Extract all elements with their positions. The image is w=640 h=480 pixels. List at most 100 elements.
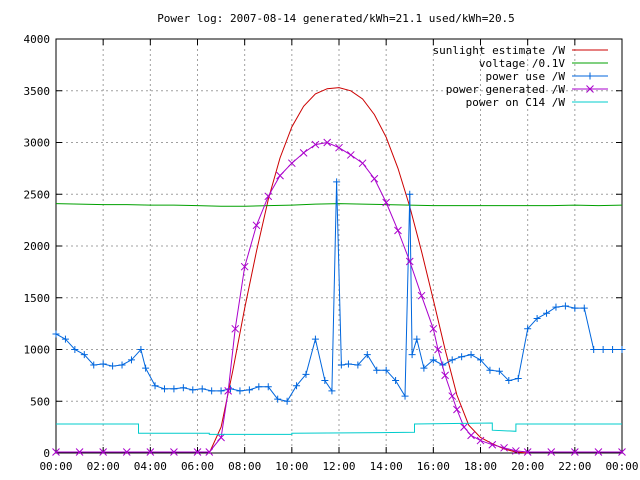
data-point-plus [337,361,345,369]
data-point-plus [571,304,579,312]
data-point-x [170,448,178,456]
data-point-plus [236,387,244,395]
data-point-plus [179,384,187,392]
data-point-plus [160,385,168,393]
data-point-plus [245,386,253,394]
data-point-x [417,291,426,300]
data-point-plus [52,330,60,338]
data-point-plus [458,353,466,361]
data-point-x [370,174,379,183]
data-point-plus [189,386,197,394]
legend-label: power use /W [486,70,566,83]
data-point-plus [609,346,617,353]
x-tick-label: 14:00 [370,460,403,473]
data-point-plus [142,364,150,372]
data-point-plus [382,366,390,374]
legend-label: power on C14 /W [466,96,566,109]
data-point-plus [80,351,88,359]
data-point-plus [392,377,400,385]
data-point-plus [109,362,117,370]
y-tick-label: 3500 [24,85,51,98]
y-tick-label: 3000 [24,137,51,150]
data-point-plus [90,361,98,369]
data-point-x [448,392,457,400]
series-line [55,203,623,207]
series-power-use-w [52,178,626,405]
data-point-plus [208,387,216,395]
data-point-x [476,436,485,445]
grid-lines [56,39,622,453]
data-point-x [287,159,296,168]
data-point-x [500,443,508,452]
data-point-x [570,448,579,456]
y-tick-label: 0 [43,447,50,460]
data-point-x [205,448,214,456]
data-point-plus [495,367,503,375]
data-point-x [146,448,155,456]
data-point-plus [127,356,135,364]
data-point-plus [599,346,607,353]
data-point-plus [293,382,301,390]
data-point-plus [118,361,126,369]
data-point-x [299,148,308,157]
x-tick-label: 08:00 [228,460,261,473]
data-point-plus [137,346,145,353]
data-point-plus [71,346,79,353]
data-point-x [618,448,626,456]
data-point-plus [170,385,178,393]
series-layer [52,87,626,456]
data-point-x [434,345,442,354]
data-point-plus [99,360,107,368]
data-point-plus [354,361,362,369]
data-point-plus [328,387,336,395]
data-point-x [547,448,556,456]
data-point-x [276,171,284,180]
y-tick-label: 1500 [24,292,51,305]
series-line [56,422,622,435]
chart-title: Power log: 2007-08-14 generated/kWh=21.1… [157,12,515,25]
data-point-plus [429,356,437,364]
data-point-plus [255,383,263,391]
data-point-plus [217,387,225,395]
x-tick-label: 00:00 [39,460,72,473]
series-voltage-0-1v [55,203,623,207]
x-tick-label: 04:00 [134,460,167,473]
data-point-plus [302,370,310,378]
data-point-plus [533,314,541,322]
data-point-x [231,324,240,333]
series-line [208,87,528,454]
x-tick-label: 10:00 [275,460,308,473]
x-tick-label: 16:00 [417,460,450,473]
data-point-x [460,423,468,431]
legend-label: sunlight estimate /W [433,44,566,57]
data-point-x [394,226,402,235]
data-point-x [441,371,449,380]
data-point-plus [552,303,560,311]
y-tick-label: 4000 [24,33,51,46]
data-point-plus [283,397,291,405]
series-power-generated-w [52,138,626,456]
data-point-x [52,448,60,456]
data-point-plus [586,72,594,80]
data-point-plus [61,335,69,343]
data-point-plus [580,304,588,312]
data-point-plus [486,366,494,374]
data-point-plus [274,395,282,403]
data-point-plus [420,364,428,372]
data-point-x [346,151,355,159]
x-tick-label: 20:00 [511,460,544,473]
data-point-x [429,324,438,333]
data-point-plus [363,351,371,359]
data-point-plus [467,351,475,359]
data-point-plus [151,382,159,390]
data-point-plus [618,346,626,353]
data-point-x [122,448,131,456]
x-tick-label: 12:00 [322,460,355,473]
data-point-x [311,140,320,149]
data-point-x [193,448,202,456]
data-point-plus [413,335,421,343]
data-point-x [523,448,532,456]
data-point-plus [264,383,272,391]
